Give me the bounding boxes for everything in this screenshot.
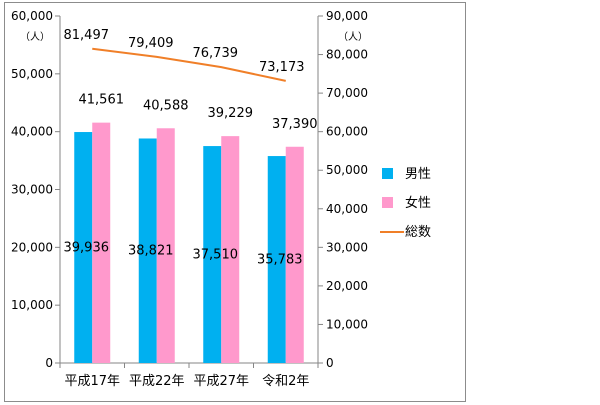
male-data-label: 35,783 [257, 253, 303, 268]
right-tick-label: 40,000 [326, 202, 368, 216]
right-tick-label: 50,000 [326, 163, 368, 177]
male-bar [74, 132, 93, 363]
right-tick-label: 60,000 [326, 125, 368, 139]
x-tick-label: 平成27年 [193, 374, 249, 389]
total-data-label: 76,739 [193, 46, 239, 61]
legend-label: 男性 [405, 167, 431, 182]
left-tick-label: 10,000 [11, 298, 53, 312]
right-axis-unit: （人） [338, 31, 368, 43]
legend-label: 女性 [405, 195, 431, 211]
female-data-label: 39,229 [208, 106, 254, 121]
female-data-label: 37,390 [272, 117, 318, 132]
left-tick-label: 60,000 [11, 9, 53, 23]
female-bar [92, 122, 111, 363]
left-tick-label: 20,000 [11, 240, 53, 254]
male-data-label: 39,936 [64, 241, 110, 256]
male-data-label: 38,821 [128, 244, 174, 259]
left-tick-label: 50,000 [11, 67, 53, 81]
axes-layer: 0 10,000 20,000 30,000 40,000 50,000 60,000 （人）… [11, 9, 368, 389]
total-data-label: 79,409 [128, 36, 174, 51]
female-data-label: 41,561 [79, 93, 125, 108]
labels-layer: 39,936 38,821 37,510 35,783 41,561 40,588 39,2… [64, 28, 318, 268]
male-bar [203, 146, 222, 363]
female-bar [221, 136, 240, 363]
x-tick-label: 平成22年 [129, 374, 185, 389]
legend-label: 総数 [405, 225, 431, 240]
x-tick-label: 平成17年 [64, 374, 120, 389]
x-tick-label: 令和2年 [262, 374, 309, 389]
female-data-label: 40,588 [143, 98, 189, 113]
legend-swatch [382, 168, 393, 179]
right-tick-label: 20,000 [326, 279, 368, 293]
left-tick-label: 40,000 [11, 125, 53, 139]
female-bar [156, 128, 175, 363]
right-tick-label: 90,000 [326, 9, 368, 23]
line-layer [92, 47, 286, 82]
bars-layer [74, 122, 304, 363]
right-tick-label: 0 [326, 356, 334, 370]
right-tick-label: 30,000 [326, 240, 368, 254]
male-bar [267, 156, 286, 363]
male-data-label: 37,510 [193, 248, 239, 263]
total-data-label: 73,173 [259, 60, 305, 75]
left-tick-label: 0 [45, 356, 53, 370]
right-tick-label: 80,000 [326, 48, 368, 62]
left-tick-label: 30,000 [11, 183, 53, 197]
right-tick-label: 70,000 [326, 86, 368, 100]
male-bar [138, 138, 157, 363]
total-line [92, 47, 286, 82]
left-axis-unit: （人） [20, 31, 50, 43]
total-data-label: 81,497 [64, 28, 110, 43]
legend-swatch [382, 197, 393, 208]
right-tick-label: 10,000 [326, 317, 368, 331]
female-bar [285, 146, 304, 363]
